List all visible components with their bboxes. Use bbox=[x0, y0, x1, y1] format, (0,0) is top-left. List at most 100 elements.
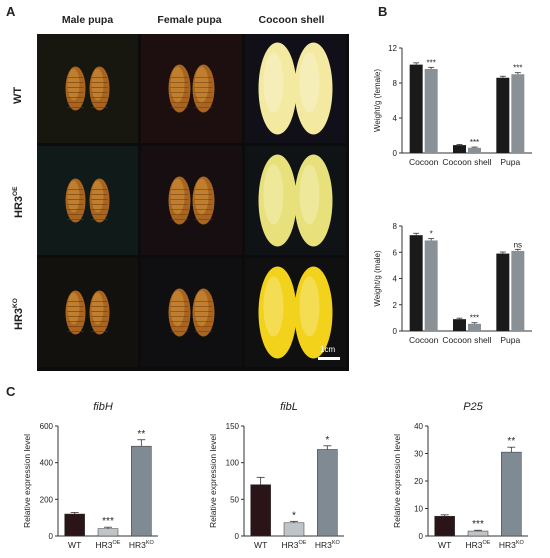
x-tick-label: Cocoon shell bbox=[442, 335, 491, 345]
significance-label: *** bbox=[472, 519, 484, 530]
pupa-specimen bbox=[168, 176, 191, 225]
row-header-wt-text: WT bbox=[12, 86, 24, 104]
bar bbox=[409, 235, 423, 331]
bar bbox=[453, 145, 466, 153]
significance-label: ns bbox=[514, 240, 522, 249]
y-tick-label: 10 bbox=[414, 505, 423, 514]
y-tick-label: 600 bbox=[40, 422, 54, 431]
y-tick-label: 0 bbox=[235, 532, 240, 541]
bar bbox=[424, 240, 438, 331]
x-tick-sup: OE bbox=[113, 540, 121, 546]
significance-label: *** bbox=[426, 58, 435, 67]
bar bbox=[317, 449, 338, 537]
x-tick-sup: OE bbox=[299, 540, 307, 546]
female-weight-chart: 0 4 8 12 Weight/g (female) *** Cocoon *** Cocoon… bbox=[373, 44, 532, 167]
column-header-male-pupa: Male pupa bbox=[61, 14, 114, 26]
bar bbox=[467, 530, 489, 537]
photo-specimens bbox=[168, 176, 215, 225]
row-header-hr3-ko: HR3KO bbox=[12, 298, 25, 330]
y-tick-label: 8 bbox=[393, 222, 398, 231]
bar bbox=[64, 513, 85, 537]
y-tick-label: 6 bbox=[393, 248, 398, 257]
pupa-cocoon-photo-grid bbox=[37, 34, 349, 371]
significance-label: ** bbox=[507, 436, 515, 447]
pupa-specimen bbox=[89, 290, 110, 335]
cocoon-specimen bbox=[294, 42, 333, 135]
bar bbox=[250, 484, 271, 537]
y-axis-label: Relative expression level bbox=[22, 434, 32, 528]
pupa-specimen bbox=[192, 288, 215, 337]
pupa-photo bbox=[37, 34, 138, 143]
x-tick-sup: KO bbox=[516, 540, 525, 546]
chart-title: fibL bbox=[280, 401, 298, 413]
significance-label: * bbox=[292, 510, 296, 521]
y-tick-label: 0 bbox=[393, 327, 398, 336]
bar bbox=[496, 77, 510, 153]
pupa-specimen bbox=[168, 288, 191, 337]
x-tick-label: WT bbox=[254, 540, 267, 550]
x-tick-sup: KO bbox=[146, 540, 155, 546]
fibh-expression-chart: fibH 0 200 400 600 Relative expression level W… bbox=[22, 401, 158, 550]
significance-label: * bbox=[430, 230, 433, 239]
fibl-expression-chart: fibL 0 50 100 150 Relative expression level WT… bbox=[208, 401, 344, 550]
y-tick-label: 0 bbox=[393, 149, 398, 158]
row-header-hr3-oe: HR3OE bbox=[12, 187, 25, 218]
pupa-specimen bbox=[192, 64, 215, 113]
panel-label-b: B bbox=[378, 4, 388, 19]
scale-bar-label: 1cm bbox=[320, 345, 336, 354]
x-tick-sup: OE bbox=[483, 540, 491, 546]
photo-specimens bbox=[65, 290, 110, 335]
bar bbox=[424, 69, 438, 153]
x-tick-label: HR3OE bbox=[96, 540, 121, 550]
x-tick-label: Pupa bbox=[500, 335, 520, 345]
y-axis-label: Relative expression level bbox=[208, 434, 218, 528]
y-tick-label: 150 bbox=[226, 422, 240, 431]
y-tick-label: 400 bbox=[40, 459, 54, 468]
y-tick-label: 50 bbox=[230, 495, 239, 504]
y-tick-label: 4 bbox=[393, 275, 398, 284]
photo-specimens bbox=[258, 266, 333, 359]
cocoon-photo bbox=[245, 146, 346, 255]
y-tick-label: 0 bbox=[419, 532, 424, 541]
photo-specimens bbox=[168, 64, 215, 113]
x-tick-label: Cocoon bbox=[409, 157, 439, 167]
y-tick-label: 20 bbox=[414, 477, 423, 486]
x-tick-label: WT bbox=[68, 540, 81, 550]
y-axis-label: Weight/g (male) bbox=[373, 250, 382, 307]
pupa-specimen bbox=[192, 176, 215, 225]
significance-label: *** bbox=[470, 314, 479, 323]
pupa-photo bbox=[37, 258, 138, 367]
bar bbox=[468, 323, 481, 331]
y-tick-label: 40 bbox=[414, 422, 423, 431]
bar bbox=[283, 522, 305, 537]
pupa-specimen bbox=[65, 66, 86, 111]
panel-label-a: A bbox=[6, 4, 16, 19]
x-tick-label: HR3KO bbox=[129, 540, 155, 550]
bar bbox=[409, 64, 423, 153]
x-tick-label: Pupa bbox=[500, 157, 520, 167]
y-tick-label: 12 bbox=[388, 44, 397, 53]
pupa-photo bbox=[37, 146, 138, 255]
y-tick-label: 100 bbox=[226, 459, 240, 468]
x-tick-label: HR3OE bbox=[466, 540, 491, 550]
bar bbox=[453, 319, 466, 331]
chart-title: fibH bbox=[93, 401, 113, 413]
pupa-photo bbox=[141, 146, 242, 255]
cocoon-photo bbox=[245, 34, 346, 143]
row-header-hr3-ko-sup: KO bbox=[12, 298, 19, 308]
y-tick-label: 8 bbox=[393, 79, 398, 88]
bar bbox=[496, 253, 510, 331]
bar bbox=[97, 528, 119, 537]
cocoon-specimen bbox=[294, 266, 333, 359]
x-tick-label: WT bbox=[438, 540, 451, 550]
x-tick-label: HR3KO bbox=[315, 540, 341, 550]
bar bbox=[468, 147, 481, 153]
significance-label: *** bbox=[102, 516, 114, 527]
photo-specimens bbox=[65, 66, 110, 111]
y-axis-label: Relative expression level bbox=[392, 434, 402, 528]
x-tick-sup: KO bbox=[332, 540, 341, 546]
bar bbox=[131, 445, 152, 537]
y-tick-label: 30 bbox=[414, 450, 423, 459]
cocoon-specimen bbox=[258, 42, 297, 135]
significance-label: * bbox=[325, 435, 329, 446]
